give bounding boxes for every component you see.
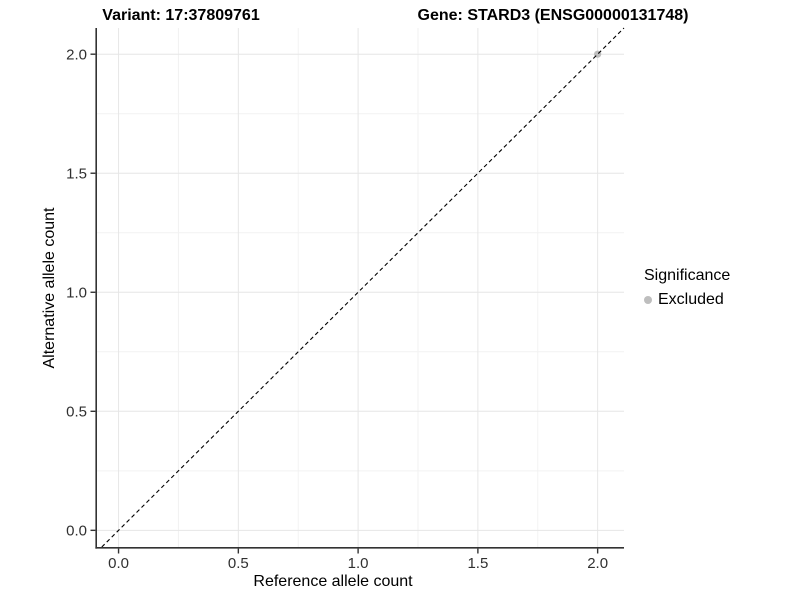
y-tick-label: 0.0: [66, 523, 87, 540]
gene-title: Gene: STARD3 (ENSG00000131748): [417, 7, 689, 24]
y-tick-label: 1.0: [66, 285, 87, 302]
y-axis-label: Alternative allele count: [41, 207, 58, 369]
y-tick-label: 1.5: [66, 166, 87, 183]
y-tick-label: 0.5: [66, 404, 87, 421]
legend-title: Significance: [644, 267, 731, 284]
variant-title: Variant: 17:37809761: [102, 7, 260, 24]
identity-reference-line: [101, 27, 625, 548]
legend-item-label: Excluded: [658, 291, 724, 308]
x-tick-label: 2.0: [587, 555, 608, 572]
x-tick-label: 0.5: [228, 555, 249, 572]
legend-item-excluded: Excluded: [644, 290, 730, 309]
x-tick-label: 1.5: [467, 555, 488, 572]
x-tick-label: 0.0: [108, 555, 129, 572]
y-tick-label: 2.0: [66, 46, 87, 63]
legend: Significance Excluded: [644, 266, 730, 309]
x-tick-label: 1.0: [348, 555, 369, 572]
excluded-point-icon: [644, 295, 652, 304]
x-axis-label: Reference allele count: [253, 573, 413, 590]
